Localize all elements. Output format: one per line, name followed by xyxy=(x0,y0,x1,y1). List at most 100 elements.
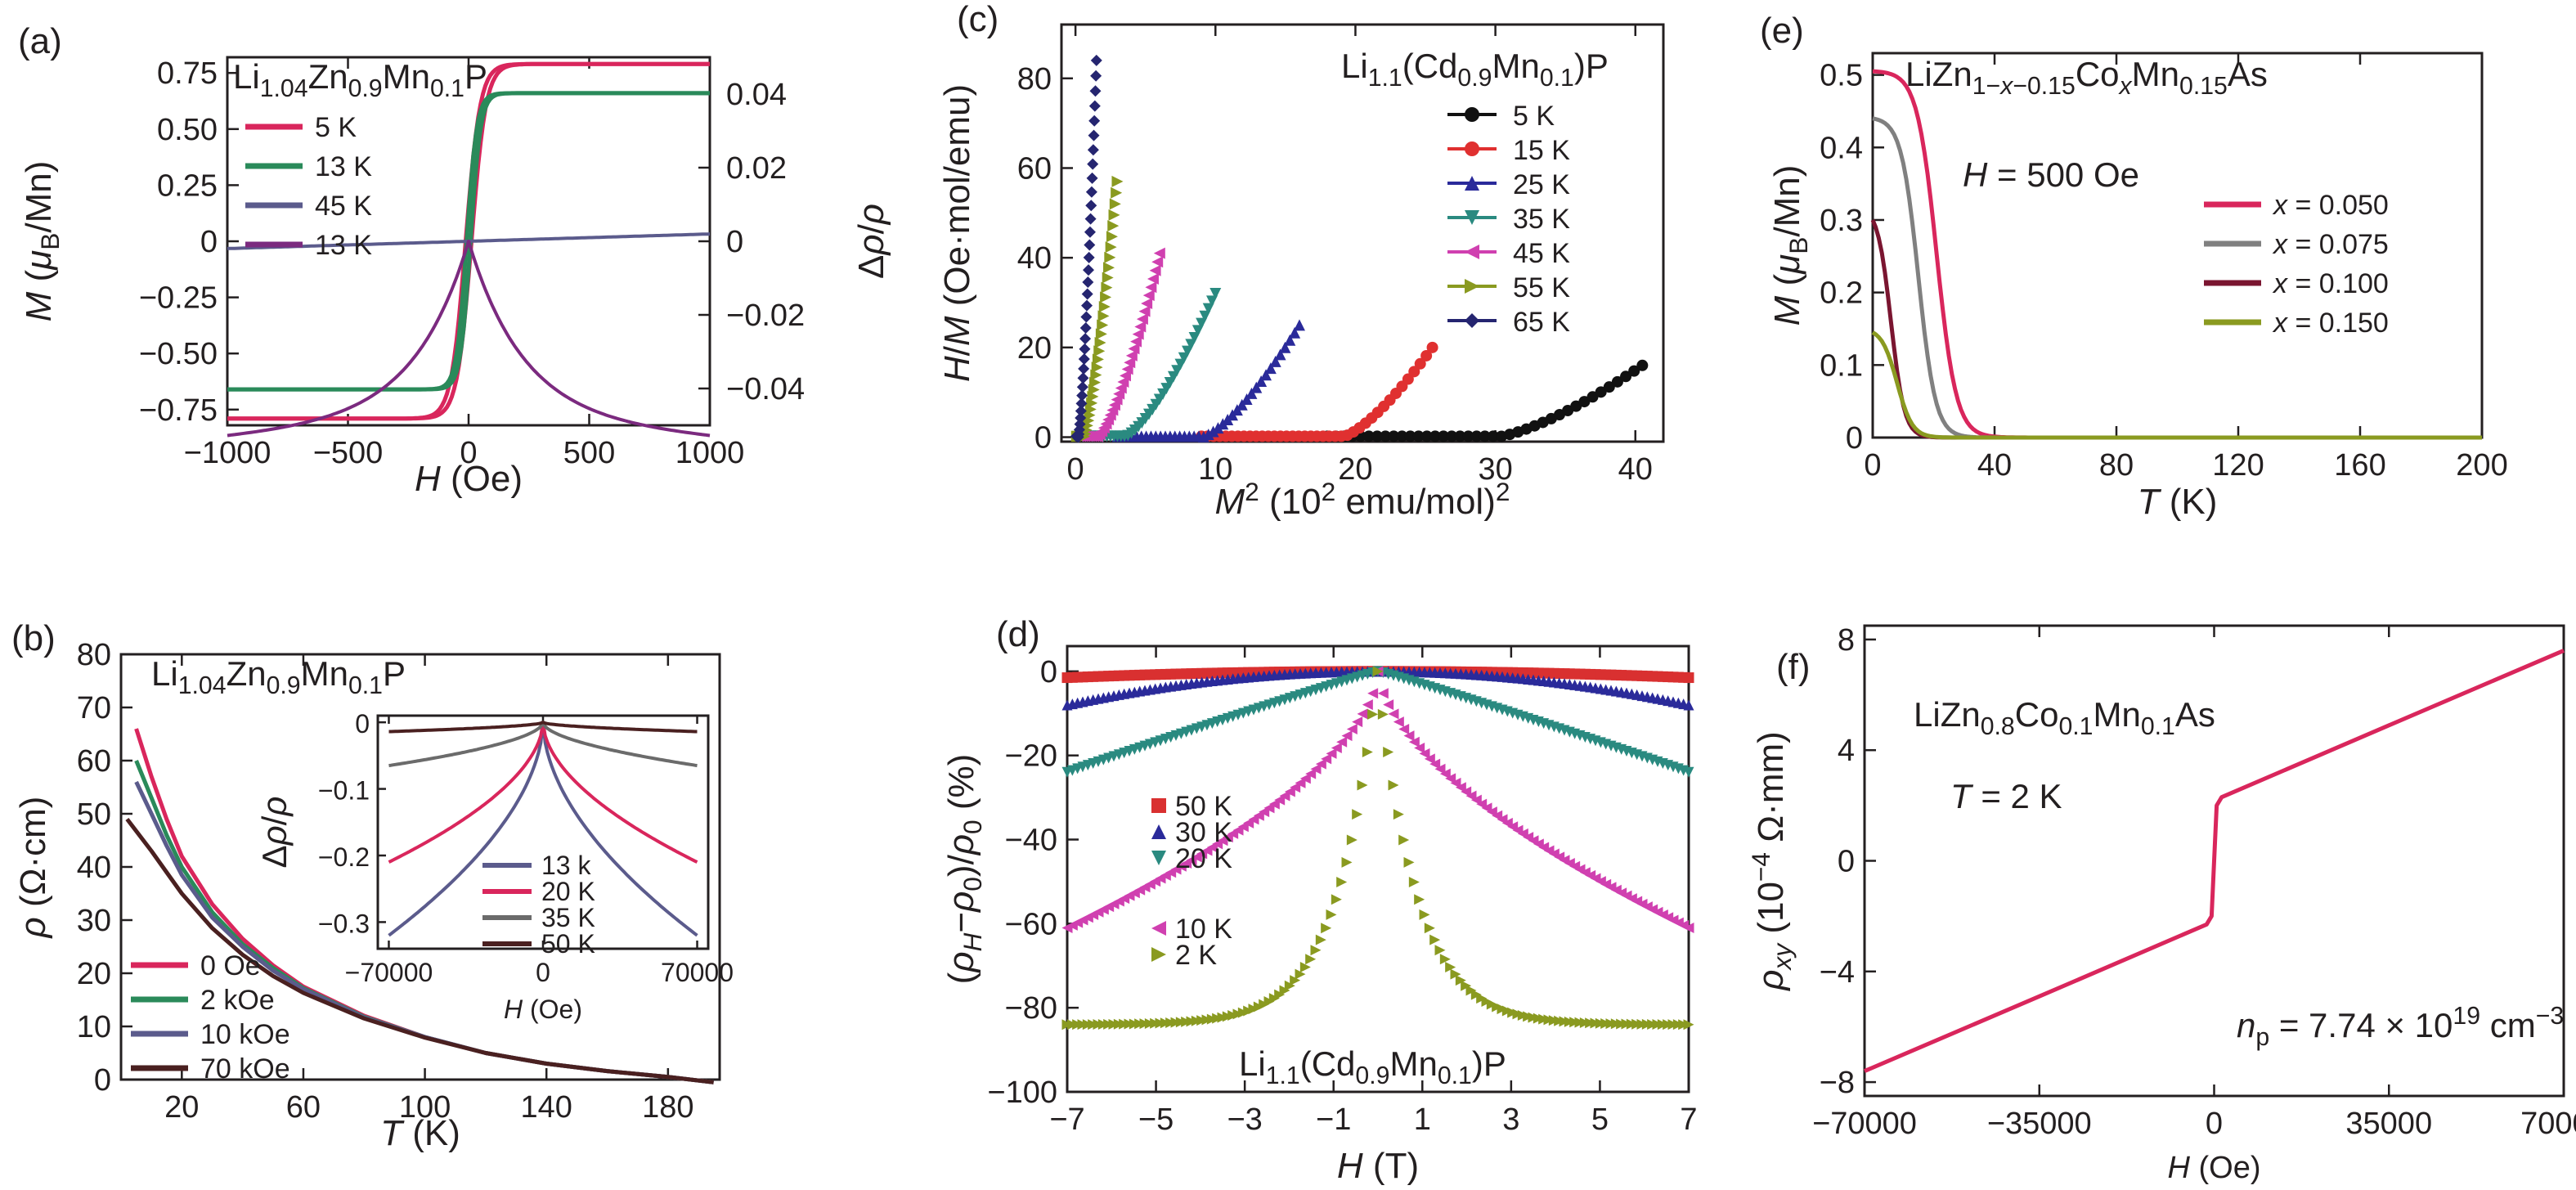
legend-label: x = 0.050 xyxy=(2272,190,2389,221)
legend-label: 50 K xyxy=(1175,791,1232,822)
data-point xyxy=(1455,975,1466,986)
x-tick-label: 40 xyxy=(1618,452,1653,487)
legend-label: 20 K xyxy=(1175,843,1232,874)
data-point xyxy=(1578,396,1591,408)
data-point xyxy=(1279,341,1291,353)
data-point xyxy=(1083,251,1095,263)
legend-marker xyxy=(1151,824,1166,839)
y-tick-label: 0.25 xyxy=(157,168,218,203)
x-tick-label: 7 xyxy=(1680,1102,1697,1137)
y-tick-label: 80 xyxy=(1017,62,1052,97)
y-tick-label: 0 xyxy=(94,1063,111,1098)
x-tick-label: −7 xyxy=(1049,1102,1084,1137)
y-tick-label: 0 xyxy=(200,225,218,259)
temperature-label: T = 2 K xyxy=(1950,777,2062,815)
data-point xyxy=(1106,231,1118,243)
data-point xyxy=(1434,763,1446,775)
x-tick-label: 0 xyxy=(1067,452,1084,487)
data-point xyxy=(1362,747,1373,758)
data-point xyxy=(1284,334,1296,346)
legend-label: 45 K xyxy=(315,191,372,222)
data-point xyxy=(1403,856,1415,868)
data-point xyxy=(1426,341,1438,353)
legend-marker xyxy=(1465,210,1479,225)
data-point xyxy=(1151,256,1164,268)
data-point xyxy=(1269,355,1281,367)
data-point xyxy=(1081,288,1093,300)
y-axis-label: (ρH−ρ0)/ρ0 (%) xyxy=(941,754,987,985)
plot-frame xyxy=(1066,644,1690,1093)
data-point xyxy=(1388,430,1400,442)
x-tick-label: −70000 xyxy=(345,958,433,987)
data-point xyxy=(1331,894,1342,905)
y-tick-label: 40 xyxy=(1017,241,1052,276)
panel-label: (e) xyxy=(1760,11,1804,51)
y-tick-label: 50 xyxy=(77,797,111,832)
data-point xyxy=(1097,310,1110,322)
x-tick-label: −3 xyxy=(1227,1102,1262,1137)
data-point xyxy=(1293,319,1305,331)
y2-tick-label: 0.02 xyxy=(726,151,787,186)
y-tick-label: 0.75 xyxy=(157,56,218,91)
inset: −70000 0 70000 0 −0.1 −0.2 −0.3 13 k20 K35 K50 … xyxy=(255,709,734,1024)
data-point xyxy=(1103,262,1115,274)
inset-series-line xyxy=(388,721,698,734)
data-point xyxy=(1153,247,1165,259)
legend-marker xyxy=(1465,107,1479,122)
y-tick-label: 0.2 xyxy=(1820,276,1863,311)
data-point xyxy=(1683,766,1694,778)
data-point xyxy=(1084,213,1097,225)
data-point xyxy=(1274,794,1286,806)
data-point xyxy=(1439,768,1451,779)
x-tick-label: 200 xyxy=(2456,448,2507,483)
compound-label: Li1.04Zn0.9Mn0.1P xyxy=(151,654,406,699)
data-point xyxy=(1108,209,1120,221)
data-point xyxy=(1086,172,1098,184)
data-point xyxy=(1081,299,1093,312)
data-point xyxy=(1090,369,1102,381)
x-tick-label: 100 xyxy=(399,1090,451,1125)
data-point xyxy=(1388,708,1399,720)
data-point xyxy=(1147,273,1159,285)
data-point xyxy=(1371,430,1384,442)
x-tick-label: −70000 xyxy=(1812,1107,1917,1141)
data-point xyxy=(1420,349,1433,361)
data-point xyxy=(1138,305,1151,317)
y-tick-label: 0.3 xyxy=(1820,204,1863,238)
data-point xyxy=(1078,362,1090,375)
panel-label: (c) xyxy=(957,0,999,39)
y-tick-label: 20 xyxy=(1017,331,1052,366)
data-point xyxy=(1107,220,1120,232)
data-point xyxy=(1290,975,1301,986)
data-point xyxy=(1388,779,1399,791)
x-tick-label: 80 xyxy=(2099,448,2134,483)
y-tick-label: 30 xyxy=(77,904,111,938)
data-point xyxy=(1130,335,1142,348)
series-line xyxy=(227,240,711,438)
data-point xyxy=(1080,311,1093,323)
y-tick-label: −8 xyxy=(1820,1066,1855,1100)
data-point xyxy=(1284,980,1295,991)
legend-label: x = 0.150 xyxy=(2272,308,2389,339)
data-point xyxy=(1295,968,1306,980)
panel-f: −70000 −35000 0 35000 70000 −8 −4 0 4 8 (f) LiZn0.8… xyxy=(1746,623,2576,1185)
data-point xyxy=(1352,809,1363,820)
y-tick-label: 0.4 xyxy=(1820,131,1863,165)
compound-label: Li1.1(Cd0.9Mn0.1)P xyxy=(1341,47,1609,92)
x-axis-label: M2 (102 emu/mol)2 xyxy=(1215,477,1510,522)
data-point xyxy=(1445,962,1456,973)
data-point xyxy=(1299,962,1311,973)
x-tick-label: −5 xyxy=(1138,1102,1174,1137)
data-point xyxy=(1586,391,1599,403)
x-tick-label: 160 xyxy=(2334,448,2385,483)
compound-label: Li1.04Zn0.9Mn0.1P xyxy=(233,57,487,102)
data-point xyxy=(1082,276,1094,288)
data-point xyxy=(1454,430,1466,442)
data-point xyxy=(1357,779,1368,791)
compound-label: Li1.1(Cd0.9Mn0.1)P xyxy=(1239,1044,1506,1089)
data-point xyxy=(1082,264,1094,276)
x-tick-label: 3 xyxy=(1502,1102,1519,1137)
y-tick-label: −0.75 xyxy=(139,393,218,428)
data-point xyxy=(1470,430,1483,442)
